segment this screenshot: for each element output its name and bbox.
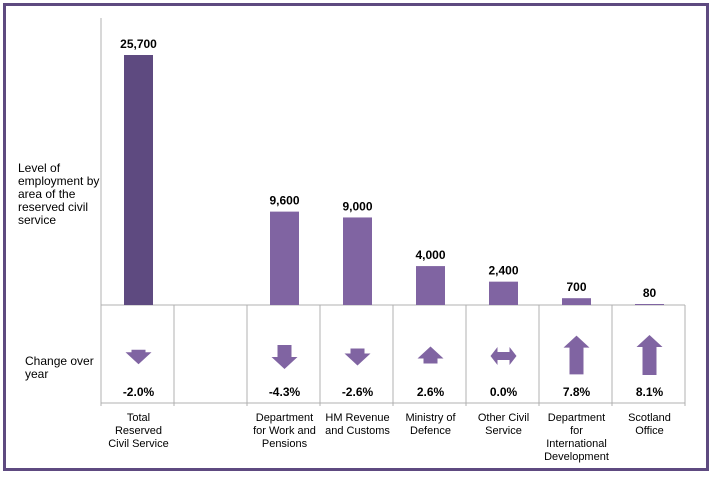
category-label-department-for-work-and-pensions: Pensions <box>262 438 308 450</box>
change-arrow-other-civil-service <box>490 347 517 365</box>
category-label-department-for-work-and-pensions: Department <box>256 412 313 424</box>
category-label-total-reserved-civil-service: Civil Service <box>108 438 169 450</box>
bar-total-reserved-civil-service <box>124 55 153 305</box>
category-label-hm-revenue-and-customs: HM Revenue <box>325 412 389 424</box>
category-label-hm-revenue-and-customs: and Customs <box>325 425 390 437</box>
category-label-total-reserved-civil-service: Total <box>127 412 150 424</box>
bar-other-civil-service <box>489 281 518 305</box>
value-label-scotland-office: 80 <box>643 286 657 300</box>
change-label-hm-revenue-and-customs: -2.6% <box>342 385 374 399</box>
level-row-label: Level of employment by area of the reser… <box>18 161 100 227</box>
change-label-total-reserved-civil-service: -2.0% <box>123 385 155 399</box>
value-label-total-reserved-civil-service: 25,700 <box>120 37 157 51</box>
change-arrow-total-reserved-civil-service <box>125 349 152 365</box>
change-label-other-civil-service: 0.0% <box>490 385 518 399</box>
value-label-department-for-work-and-pensions: 9,600 <box>269 194 299 208</box>
category-label-ministry-of-defence: Ministry of <box>405 412 456 424</box>
bar-department-for-work-and-pensions <box>270 211 299 305</box>
change-arrow-hm-revenue-and-customs <box>344 348 371 366</box>
category-label-department-for-international-development: for <box>570 425 583 437</box>
category-label-total-reserved-civil-service: Reserved <box>115 425 162 437</box>
category-label-other-civil-service: Other Civil <box>478 412 529 424</box>
change-label-department-for-work-and-pensions: -4.3% <box>269 385 301 399</box>
bar-ministry-of-defence <box>416 266 445 305</box>
change-label-scotland-office: 8.1% <box>636 385 664 399</box>
bar-department-for-international-development <box>562 298 591 305</box>
bar-hm-revenue-and-customs <box>343 217 372 305</box>
category-label-department-for-international-development: International <box>546 438 607 450</box>
change-label-ministry-of-defence: 2.6% <box>417 385 445 399</box>
change-label-department-for-international-development: 7.8% <box>563 385 591 399</box>
value-label-department-for-international-development: 700 <box>566 280 586 294</box>
category-label-scotland-office: Scotland <box>628 412 671 424</box>
category-label-department-for-work-and-pensions: for Work and <box>253 425 316 437</box>
value-label-ministry-of-defence: 4,000 <box>415 248 445 262</box>
change-arrow-department-for-work-and-pensions <box>271 344 298 370</box>
category-label-ministry-of-defence: Defence <box>410 425 451 437</box>
change-arrow-department-for-international-development <box>563 335 590 375</box>
category-label-department-for-international-development: Development <box>544 451 609 463</box>
category-label-other-civil-service: Service <box>485 425 522 437</box>
category-label-department-for-international-development: Department <box>548 412 605 424</box>
value-label-hm-revenue-and-customs: 9,000 <box>342 199 372 213</box>
category-label-scotland-office: Office <box>635 425 664 437</box>
change-arrow-scotland-office <box>636 334 663 376</box>
change-arrow-ministry-of-defence <box>417 346 444 364</box>
bar-scotland-office <box>635 304 664 305</box>
change-row-label: Change over year <box>25 354 94 381</box>
value-label-other-civil-service: 2,400 <box>488 264 518 278</box>
